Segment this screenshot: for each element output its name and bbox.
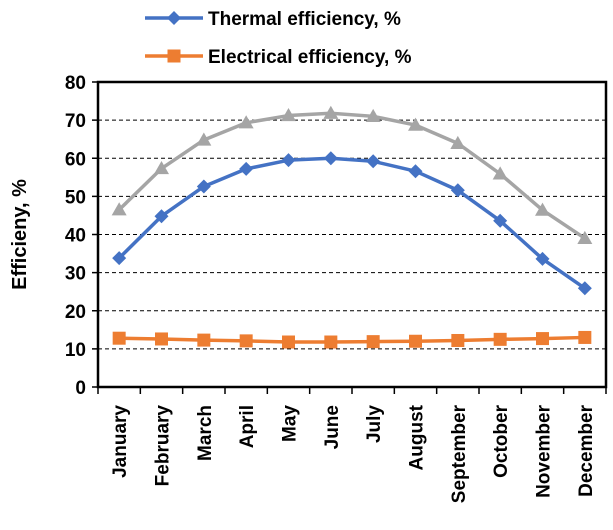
data-point [239,334,253,348]
series-1 [112,151,592,296]
y-tick-label: 0 [75,378,86,399]
data-point [493,332,507,346]
x-tick-label: September [449,404,470,503]
data-point [450,183,465,198]
x-tick-label: June [322,405,343,449]
data-point [492,166,508,180]
data-point [536,332,549,346]
y-axis: 0 10 20 30 40 50 60 70 80 [65,73,98,399]
data-point [408,164,423,179]
y-tick-label: 60 [65,149,86,170]
y-tick-label: 20 [65,302,86,323]
x-tick-label: December [576,404,597,496]
data-point [282,335,295,349]
legend-label: Thermal efficiency, % [208,9,401,30]
data-point [154,161,169,175]
data-point [196,179,211,194]
y-tick-label: 70 [65,111,86,132]
data-point [409,334,422,348]
data-point [239,161,254,176]
series-line [117,111,586,240]
x-tick-label: August [407,404,428,470]
data-point [154,209,169,224]
legend-marker [167,11,181,25]
data-point [196,132,212,146]
y-tick-label: 10 [65,340,86,361]
gridlines [98,119,606,350]
data-point [366,154,381,169]
y-tick-label: 50 [65,187,86,208]
legend-entry: Electrical efficiency, % [145,47,412,68]
data-point [365,108,381,122]
data-point [155,332,168,346]
x-tick-label: November [534,404,555,498]
x-tick-label: October [491,404,512,477]
series-line [119,335,585,344]
data-point [535,251,550,266]
data-point [112,251,127,266]
x-tick-label: April [237,405,258,448]
data-point [577,230,593,244]
data-point [324,335,338,349]
data-point [366,335,380,349]
x-axis: January February March April May June July Augu… [97,387,607,503]
y-tick-label: 30 [65,264,86,285]
data-point [408,117,423,131]
data-point [323,105,339,119]
series-line [117,156,586,290]
data-point [281,153,296,168]
data-point [451,333,465,347]
x-tick-label: March [195,405,216,461]
series-layer [111,105,593,349]
series-3 [112,330,592,349]
data-point [238,115,254,129]
data-point [197,333,211,347]
y-tick-label: 80 [65,73,86,94]
data-point [577,281,592,296]
data-point [281,108,296,122]
legend-entry: Thermal efficiency, % [145,9,401,30]
data-point [323,151,338,166]
x-tick-label: February [153,405,174,487]
data-point [493,213,508,228]
y-axis-title: Efficieny, % [9,179,31,290]
legend-marker [167,49,181,63]
data-point [111,202,127,216]
data-point [578,330,592,344]
data-point [112,331,126,345]
x-tick-label: July [364,405,385,443]
series-2 [111,105,593,244]
data-point [535,202,550,216]
data-point [450,135,466,150]
legend-label: Electrical efficiency, % [208,47,412,68]
x-tick-label: January [110,405,131,478]
x-tick-label: May [280,405,301,442]
legend: Thermal efficiency, % Electrical efficien… [145,9,412,68]
y-tick-label: 40 [65,226,86,247]
